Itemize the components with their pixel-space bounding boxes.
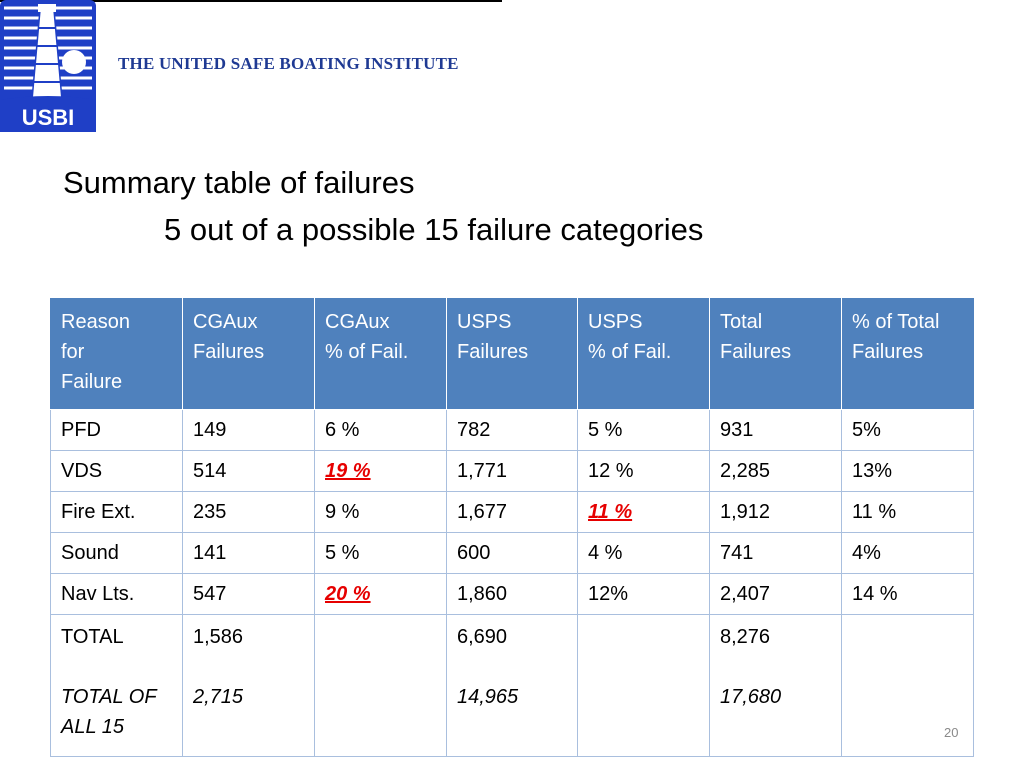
- table-cell: Nav Lts.: [50, 573, 183, 615]
- column-header-line: Failures: [457, 341, 529, 363]
- table-cell: PFD: [50, 409, 183, 451]
- column-header-line: Reason: [61, 311, 130, 333]
- column-header: Total Failures: [709, 298, 842, 410]
- table-cell: 149: [182, 409, 315, 451]
- failure-summary-table: Reason for Failure CGAux Failures CGAux % of F…: [50, 298, 974, 757]
- column-header-line: Total: [720, 311, 763, 333]
- column-header-line: Failures: [720, 341, 792, 363]
- table-cell: 13%: [841, 450, 974, 492]
- table-cell: 2,407: [709, 573, 842, 615]
- table-cell: 20 %: [314, 573, 447, 615]
- total-value: 6,690: [457, 626, 508, 648]
- table-cell: 2,285: [709, 450, 842, 492]
- column-header-line: % of Total: [852, 311, 940, 333]
- table-cell: 141: [182, 532, 315, 574]
- svg-text:USBI: USBI: [22, 105, 75, 130]
- table-cell: 547: [182, 573, 315, 615]
- table-row: VDS 514 19 % 1,771 12 % 2,285 13%: [50, 450, 974, 492]
- column-header: CGAux Failures: [182, 298, 315, 410]
- table-cell: 14 %: [841, 573, 974, 615]
- table-cell: 11 %: [841, 491, 974, 533]
- table-row: Fire Ext. 235 9 % 1,677 11 % 1,912 11 %: [50, 491, 974, 533]
- page-number: 20: [944, 725, 959, 740]
- column-header-line: Failure: [61, 371, 123, 393]
- org-name: THE UNITED SAFE BOATING INSTITUTE: [118, 54, 459, 73]
- table-cell: 4%: [841, 532, 974, 574]
- totals-cell: [314, 614, 447, 757]
- table-cell: 741: [709, 532, 842, 574]
- total-of-all-value: 2,715: [193, 686, 244, 708]
- table-row: PFD 149 6 % 782 5 % 931 5%: [50, 409, 974, 451]
- table-row: Nav Lts. 547 20 % 1,860 12% 2,407 14 %: [50, 573, 974, 615]
- slide-subtitle: 5 out of a possible 15 failure categorie…: [164, 212, 704, 247]
- table-cell: 931: [709, 409, 842, 451]
- total-value: 1,586: [193, 626, 244, 648]
- total-of-all-value: 17,680: [720, 686, 782, 708]
- column-header: % of Total Failures: [841, 298, 974, 410]
- slide-title: Summary table of failures: [63, 165, 415, 200]
- column-header: USPS % of Fail.: [577, 298, 710, 410]
- totals-cell: TOTAL TOTAL OF ALL 15: [50, 614, 183, 757]
- table-cell: 514: [182, 450, 315, 492]
- table-cell: 4 %: [577, 532, 710, 574]
- table-cell: 1,771: [446, 450, 578, 492]
- column-header-line: Failures: [852, 341, 924, 363]
- totals-cell: 8,276 17,680: [709, 614, 842, 757]
- table-row: Sound 141 5 % 600 4 % 741 4%: [50, 532, 974, 574]
- table-cell: 1,860: [446, 573, 578, 615]
- table-cell: 5%: [841, 409, 974, 451]
- table-cell: 600: [446, 532, 578, 574]
- table-cell: Fire Ext.: [50, 491, 183, 533]
- table-cell: 9 %: [314, 491, 447, 533]
- table-cell: 1,677: [446, 491, 578, 533]
- column-header-line: % of Fail.: [325, 341, 409, 363]
- column-header-line: CGAux: [193, 311, 258, 333]
- total-of-all-value: 14,965: [457, 686, 519, 708]
- totals-cell: [841, 614, 974, 757]
- table-cell: Sound: [50, 532, 183, 574]
- totals-cell: 1,586 2,715: [182, 614, 315, 757]
- table-cell: 5 %: [577, 409, 710, 451]
- total-of-all-value: TOTAL OF: [61, 686, 157, 708]
- column-header: Reason for Failure: [50, 298, 183, 410]
- column-header: CGAux % of Fail.: [314, 298, 447, 410]
- column-header-line: CGAux: [325, 311, 390, 333]
- table-cell: 19 %: [314, 450, 447, 492]
- total-of-all-value: ALL 15: [61, 716, 125, 738]
- table-header-row: Reason for Failure CGAux Failures CGAux % of F…: [50, 298, 974, 410]
- table-cell: 5 %: [314, 532, 447, 574]
- totals-cell: [577, 614, 710, 757]
- total-value: 8,276: [720, 626, 771, 648]
- column-header-line: for: [61, 341, 85, 363]
- table-cell: 1,912: [709, 491, 842, 533]
- usbi-lighthouse-logo: USBI: [0, 0, 96, 132]
- total-value: TOTAL: [61, 626, 124, 648]
- table-cell: 11 %: [577, 491, 710, 533]
- column-header-line: % of Fail.: [588, 341, 672, 363]
- table-cell: 782: [446, 409, 578, 451]
- table-cell: 6 %: [314, 409, 447, 451]
- column-header-line: Failures: [193, 341, 265, 363]
- table-cell: 235: [182, 491, 315, 533]
- column-header: USPS Failures: [446, 298, 578, 410]
- totals-row: TOTAL TOTAL OF ALL 15 1,586 2,715 6,690 14,965…: [50, 614, 974, 757]
- top-rule: [0, 0, 502, 2]
- column-header-line: USPS: [457, 311, 512, 333]
- totals-cell: 6,690 14,965: [446, 614, 578, 757]
- column-header-line: USPS: [588, 311, 643, 333]
- table-cell: 12 %: [577, 450, 710, 492]
- table-cell: 12%: [577, 573, 710, 615]
- table-cell: VDS: [50, 450, 183, 492]
